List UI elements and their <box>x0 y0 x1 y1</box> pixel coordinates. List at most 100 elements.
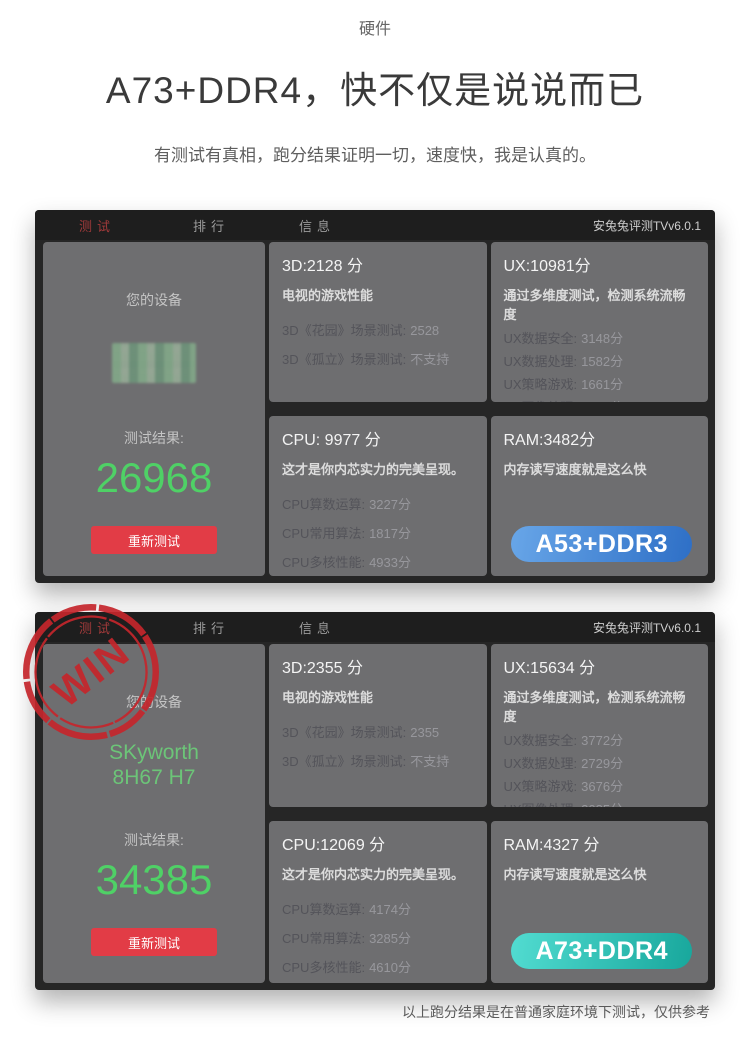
disclaimer-note: 以上跑分结果是在普通家庭环境下测试，仅供参考 <box>402 1004 710 1020</box>
score-row: UX图像处理:1665分 <box>504 397 696 402</box>
score-row: 3D《花园》场景测试: 2528 <box>282 320 474 339</box>
row-label: UX数据安全: <box>503 331 578 346</box>
score-row: CPU多核性能: 4610分 <box>282 957 474 976</box>
row-label: UX数据处理: <box>503 756 578 771</box>
card-ux: UX:15634 分 通过多维度测试，检测系统流畅度 UX数据安全: 3772分 … <box>490 644 708 807</box>
score-row: UX策略游戏: 3676分 <box>504 776 696 795</box>
row-label: CPU常用算法: <box>282 930 366 946</box>
score-row: 3D《孤立》场景测试: 不支持 <box>282 751 474 770</box>
row-label: UX图像处理: <box>504 400 578 402</box>
badge-a53-ddr3: A53+DDR3 <box>511 526 692 562</box>
row-value: 1665分 <box>581 400 623 402</box>
row-value: 4174分 <box>369 901 411 917</box>
row-value: 4610分 <box>369 959 411 975</box>
card-ux-desc: 通过多维度测试，检测系统流畅度 <box>503 288 686 322</box>
row-value: 3227分 <box>369 497 411 512</box>
device-label: 您的设备 <box>126 292 182 308</box>
page-subtitle: 有测试有真相，跑分结果证明一切，速度快，我是认真的。 <box>154 146 596 165</box>
result-label: 测试结果: <box>124 430 184 446</box>
row-label: CPU算数运算: <box>282 497 366 512</box>
row-value: 2729分 <box>581 756 624 771</box>
tab-test[interactable]: 测试 <box>79 218 116 234</box>
score-row: UX策略游戏: 1661分 <box>504 374 696 393</box>
card-ux-title: UX:15634 分 <box>503 660 596 677</box>
device-card: 您的设备 SKyworth 8H67 H7 测试结果: 34385 重新测试 <box>43 644 265 983</box>
card-ram: RAM:4327 分 内存读写速度就是这么快 A73+DDR4 <box>490 820 708 983</box>
card-ram-desc: 内存读写速度就是这么快 <box>503 462 647 477</box>
score-row: CPU算数运算: 4174分 <box>282 899 474 918</box>
row-value: 3676分 <box>581 779 624 794</box>
row-value: 2355 <box>410 725 440 740</box>
tab-rank[interactable]: 排行 <box>193 620 230 636</box>
retest-button[interactable]: 重新测试 <box>91 526 217 554</box>
card-3d: 3D:2128 分 电视的游戏性能 3D《花园》场景测试: 2528 3D《孤立》… <box>269 242 487 402</box>
card-cpu: CPU:12069 分 这才是你内芯实力的完美呈现。 CPU算数运算: 4174分… <box>269 820 487 983</box>
card-ram-title: RAM:4327 分 <box>503 836 600 854</box>
section-header: 硬件 A73+DDR4，快不仅是说说而已 有测试有真相，跑分结果证明一切，速度快… <box>0 0 750 166</box>
card-ux-rows: UX数据安全:3148分 UX数据处理:1582分 UX策略游戏:1661分 U… <box>504 328 696 402</box>
retest-button[interactable]: 重新测试 <box>91 928 217 956</box>
card-ram-title: RAM:3482分 <box>503 432 596 449</box>
card-3d-desc: 电视的游戏性能 <box>282 690 374 705</box>
row-value: 3148分 <box>581 331 624 346</box>
row-label: 3D《花园》场景测试: <box>282 725 407 740</box>
tab-info[interactable]: 信息 <box>299 218 336 234</box>
card-3d-title: 3D:2128 分 <box>282 258 363 275</box>
total-score: 26968 <box>95 454 213 501</box>
device-name-area: SKyworth 8H67 H7 <box>109 722 199 808</box>
tab-rank[interactable]: 排行 <box>193 218 230 234</box>
row-label: 3D《花园》场景测试: <box>282 323 407 338</box>
card-ux: UX:10981分 通过多维度测试，检测系统流畅度 UX数据安全: 3148分 U… <box>490 242 708 402</box>
card-cpu-rows: CPU算数运算: 3227分 CPU常用算法: 1817分 CPU多核性能: 4933… <box>282 494 474 571</box>
row-value: 3772分 <box>581 733 624 748</box>
card-ram: RAM:3482分 内存读写速度就是这么快 A53+DDR3 <box>490 416 708 576</box>
tab-info[interactable]: 信息 <box>299 620 336 636</box>
result-label: 测试结果: <box>124 832 184 848</box>
row-label: UX策略游戏: <box>503 377 578 392</box>
card-3d-rows: 3D《花园》场景测试: 2355 3D《孤立》场景测试: 不支持 <box>282 722 474 770</box>
card-3d-desc: 电视的游戏性能 <box>282 288 374 303</box>
card-ux-desc: 通过多维度测试，检测系统流畅度 <box>503 690 686 724</box>
benchmark-grid: 您的设备 SKyworth 8H67 H7 测试结果: 34385 重新测试 3… <box>35 642 715 990</box>
row-label: UX数据处理: <box>503 354 578 369</box>
score-row: 3D《花园》场景测试: 2355 <box>282 722 474 741</box>
benchmark-window-a53: 测试 排行 信息 安兔兔评测TVv6.0.1 您的设备 测试结果: 26968 … <box>35 210 715 583</box>
benchmark-grid: 您的设备 测试结果: 26968 重新测试 3D:2128 分 电视的游戏性能 … <box>35 240 715 583</box>
benchmark-window-a73: WIN 测试 排行 信息 安兔兔评测TVv6.0.1 您的设备 SKyworth… <box>23 604 715 990</box>
card-ram-desc: 内存读写速度就是这么快 <box>503 866 647 882</box>
row-label: UX图像处理: <box>504 802 578 807</box>
card-ux-title: UX:10981分 <box>503 258 591 275</box>
row-value: 不支持 <box>410 352 450 367</box>
row-value: 4933分 <box>369 555 411 570</box>
score-row: UX数据处理: 1582分 <box>504 351 696 370</box>
row-label: UX数据安全: <box>503 733 578 748</box>
device-name: SKyworth 8H67 H7 <box>109 741 199 789</box>
device-card: 您的设备 测试结果: 26968 重新测试 <box>43 242 265 576</box>
row-value: 1817分 <box>369 526 411 541</box>
card-cpu-desc: 这才是你内芯实力的完美呈现。 <box>282 866 465 882</box>
card-cpu-title: CPU:12069 分 <box>282 836 386 854</box>
row-value: 1582分 <box>581 354 624 369</box>
row-label: 3D《孤立》场景测试: <box>282 352 407 367</box>
score-row: UX图像处理:2085分 <box>504 799 696 807</box>
score-row: CPU多核性能: 4933分 <box>282 552 474 571</box>
score-row: CPU常用算法: 3285分 <box>282 928 474 947</box>
score-row: CPU常用算法: 1817分 <box>282 523 474 542</box>
row-label: CPU多核性能: <box>282 959 366 975</box>
app-version: 安兔兔评测TVv6.0.1 <box>592 620 701 635</box>
row-value: 1661分 <box>581 377 624 392</box>
page-title: A73+DDR4，快不仅是说说而已 <box>105 70 645 111</box>
blurred-device-name <box>112 343 196 383</box>
antutu-topbar: 测试 排行 信息 安兔兔评测TVv6.0.1 <box>35 612 715 642</box>
antutu-topbar: 测试 排行 信息 安兔兔评测TVv6.0.1 <box>35 210 715 240</box>
device-name-area <box>112 320 196 406</box>
row-label: UX策略游戏: <box>503 779 578 794</box>
row-value: 3285分 <box>369 930 411 946</box>
score-row: UX数据安全: 3148分 <box>504 328 696 347</box>
row-label: CPU算数运算: <box>282 901 366 917</box>
row-value: 2085分 <box>581 802 623 807</box>
tab-test[interactable]: 测试 <box>79 620 116 636</box>
score-row: 3D《孤立》场景测试: 不支持 <box>282 349 474 368</box>
card-3d-title: 3D:2355 分 <box>282 660 363 677</box>
